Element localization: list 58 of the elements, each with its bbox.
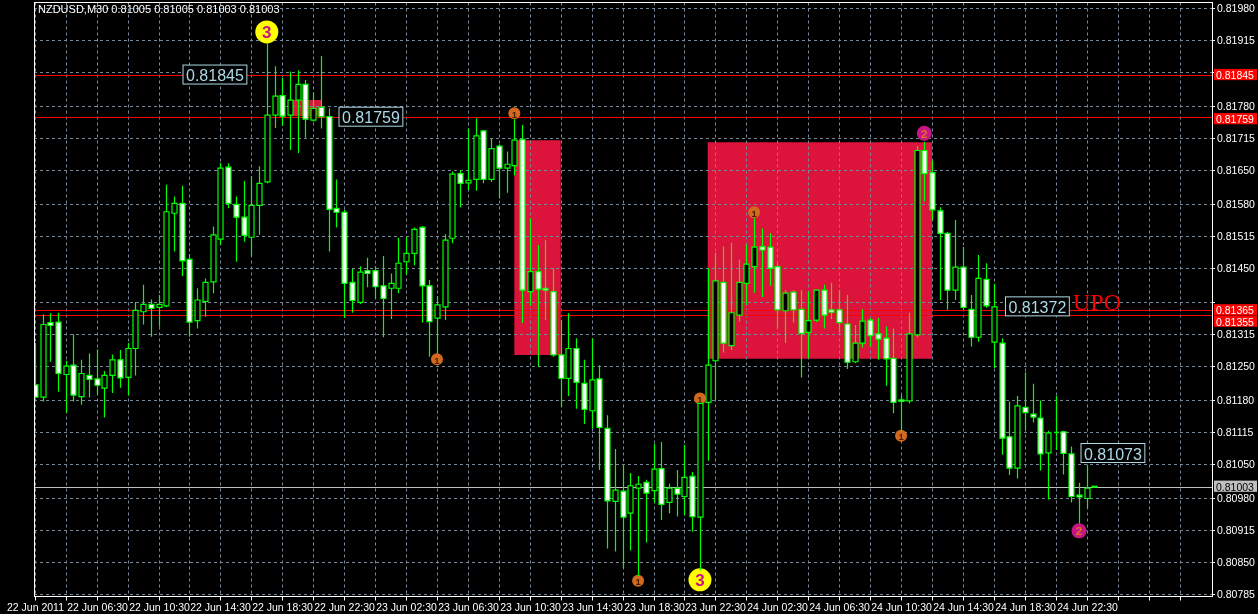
annotation: 1 xyxy=(751,207,758,219)
y-tick-label: 0.81715 xyxy=(1217,132,1256,145)
y-tick-label: 0.81180 xyxy=(1217,394,1255,407)
x-tick-label: 22 Jun 14:30 xyxy=(190,600,252,613)
annotation: 3 xyxy=(262,22,272,42)
ref-line-label: 0.81759 xyxy=(1216,113,1255,126)
annotation: 0.81073 xyxy=(1084,445,1142,462)
ref-line-label: 0.81365 xyxy=(1216,304,1255,317)
x-tick-label: 22 Jun 22:30 xyxy=(314,600,376,613)
annotation: 1 xyxy=(898,430,905,442)
annotation: 0.81759 xyxy=(342,108,400,126)
annotation: 3 xyxy=(695,570,705,590)
x-tick-label: 23 Jun 22:30 xyxy=(685,600,747,613)
y-tick-label: 0.80850 xyxy=(1217,556,1256,569)
annotation: 2 xyxy=(1075,525,1083,538)
x-tick-label: 24 Jun 18:30 xyxy=(995,600,1057,613)
y-tick-label: 0.81250 xyxy=(1217,360,1256,373)
y-tick-label: 0.81650 xyxy=(1217,164,1256,177)
annotation: 0.81845 xyxy=(186,66,244,84)
x-tick-label: 23 Jun 02:30 xyxy=(376,600,438,613)
x-tick-label: 22 Jun 06:30 xyxy=(67,600,129,613)
y-tick-label: 0.81115 xyxy=(1217,426,1254,439)
annotation: 1 xyxy=(511,108,518,120)
annotation: UPO xyxy=(1073,289,1122,315)
x-tick-label: 23 Jun 18:30 xyxy=(624,600,686,613)
x-tick-label: 24 Jun 22:30 xyxy=(1057,600,1119,613)
annotation: 2 xyxy=(921,127,928,140)
chart-title: NZDUSD,M30 0.81005 0.81005 0.81003 0.81003 xyxy=(38,3,280,15)
y-tick-label: 0.81515 xyxy=(1217,230,1256,243)
x-tick-label: 22 Jun 18:30 xyxy=(252,600,314,613)
y-tick-label: 0.81050 xyxy=(1217,458,1256,471)
ref-line-label: 0.81845 xyxy=(1216,69,1255,82)
y-tick-label: 0.80915 xyxy=(1217,524,1256,537)
annotation: 1 xyxy=(635,575,642,587)
candlestick xyxy=(705,267,712,462)
y-tick-label: 0.81450 xyxy=(1217,262,1256,275)
y-tick-label: 0.81780 xyxy=(1217,100,1256,113)
y-tick-label: 0.81580 xyxy=(1217,198,1256,211)
x-tick-label: 23 Jun 10:30 xyxy=(500,600,562,613)
annotation: 1 xyxy=(697,393,704,405)
y-tick-label: 0.80785 xyxy=(1217,588,1256,601)
y-tick-label: 0.81980 xyxy=(1217,2,1256,15)
annotation: 1 xyxy=(434,354,441,366)
x-tick-label: 24 Jun 02:30 xyxy=(747,600,809,613)
x-tick-label: 23 Jun 14:30 xyxy=(562,600,624,613)
x-tick-label: 24 Jun 14:30 xyxy=(933,600,995,613)
x-tick-label: 22 Jun 10:30 xyxy=(129,600,191,613)
x-tick-label: 22 Jun 2011 xyxy=(6,600,65,613)
ref-line-label: 0.81003 xyxy=(1216,480,1255,493)
x-tick-label: 24 Jun 10:30 xyxy=(871,600,933,613)
ref-line-label: 0.81355 xyxy=(1216,315,1255,328)
y-tick-label: 0.81315 xyxy=(1217,328,1256,341)
x-tick-label: 23 Jun 06:30 xyxy=(438,600,500,613)
y-tick-label: 0.81915 xyxy=(1217,34,1256,47)
y-tick-label: 0.80980 xyxy=(1217,492,1256,505)
annotation: 0.81372 xyxy=(1008,298,1067,316)
x-tick-label: 24 Jun 06:30 xyxy=(809,600,871,613)
candlestick xyxy=(1091,485,1098,488)
